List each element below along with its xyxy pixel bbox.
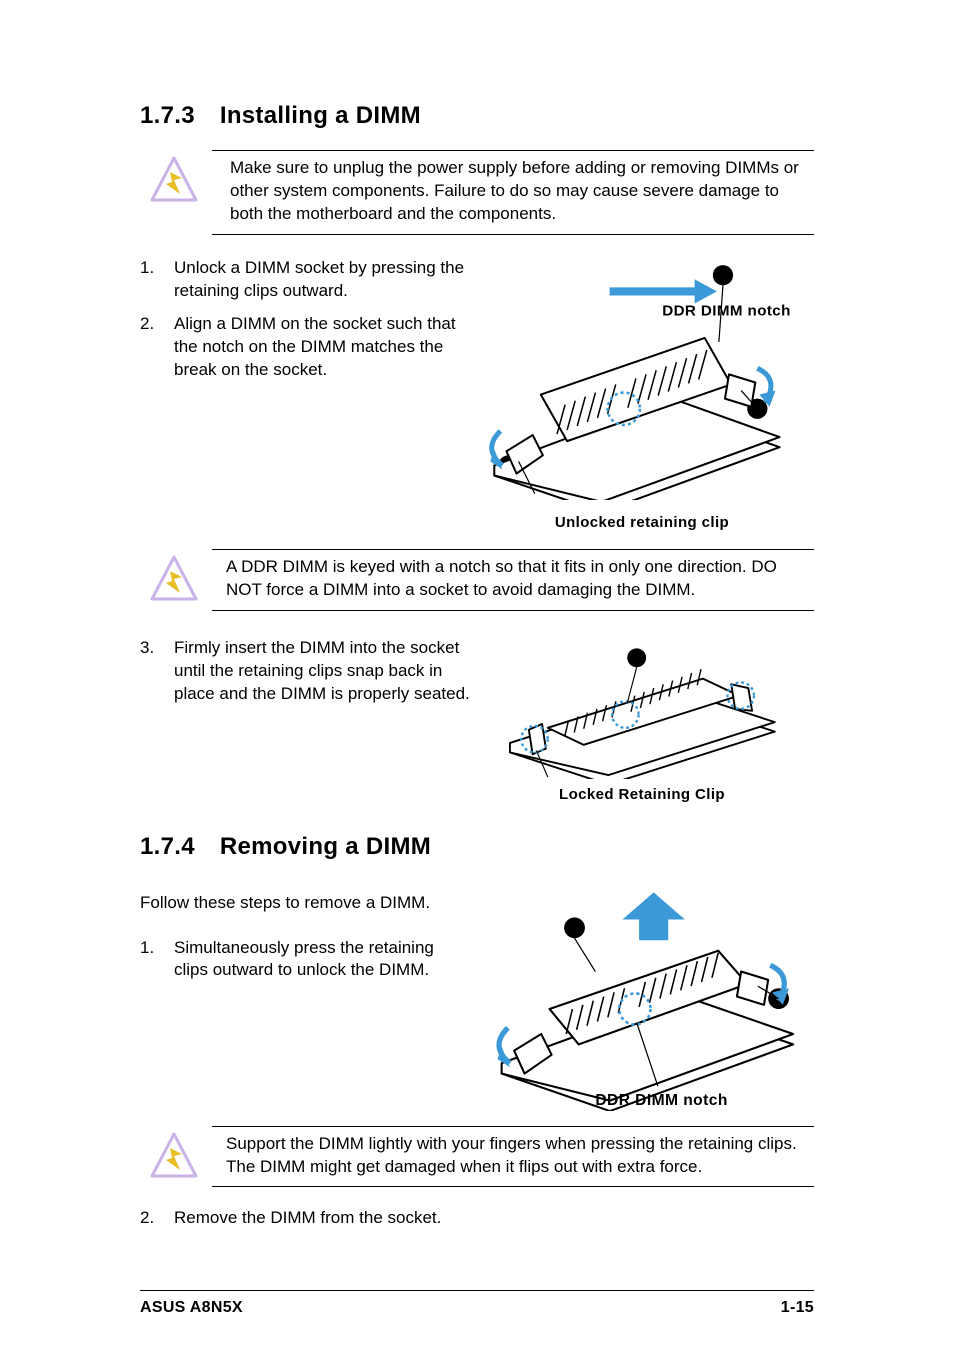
remove-step-1: 1.Simultaneously press the retaining cli… — [140, 937, 460, 983]
figure-caption-unlocked: Unlocked retaining clip — [470, 513, 814, 533]
warning-icon — [150, 555, 198, 601]
heading-num: 1.7.3 — [140, 102, 195, 129]
warning-icon — [150, 156, 198, 202]
svg-text:DDR DIMM notch: DDR DIMM notch — [595, 1091, 727, 1108]
figure-locked-socket — [491, 637, 794, 779]
figure-remove-dimm: DDR DIMM notch — [460, 882, 814, 1111]
footer-right: 1-15 — [781, 1297, 814, 1319]
callout-text: Support the DIMM lightly with your finge… — [212, 1126, 814, 1188]
install-steps-block: 1.Unlock a DIMM socket by pressing the r… — [140, 257, 814, 533]
warning-icon — [150, 1132, 198, 1178]
remove-intro: Follow these steps to remove a DIMM. — [140, 892, 460, 915]
callout-text: A DDR DIMM is keyed with a notch so that… — [212, 549, 814, 611]
heading-num: 1.7.4 — [140, 833, 195, 860]
remove-step-2: 2.Remove the DIMM from the socket. — [140, 1207, 814, 1230]
page-footer: ASUS A8N5X 1-15 — [140, 1290, 814, 1319]
callout-warning-2: A DDR DIMM is keyed with a notch so that… — [140, 549, 814, 611]
heading-title: Installing a DIMM — [220, 102, 421, 129]
heading-remove: 1.7.4 Removing a DIMM — [140, 831, 814, 863]
step-1: 1.Unlock a DIMM socket by pressing the r… — [140, 257, 470, 303]
svg-text:DDR DIMM notch: DDR DIMM notch — [662, 303, 791, 320]
step-3: 3.Firmly insert the DIMM into the socket… — [140, 637, 470, 706]
heading-install: 1.7.3 Installing a DIMM — [140, 100, 814, 132]
step-2: 2.Align a DIMM on the socket such that t… — [140, 313, 470, 382]
install-step3-block: 3.Firmly insert the DIMM into the socket… — [140, 637, 814, 805]
heading-title: Removing a DIMM — [220, 833, 431, 860]
footer-left: ASUS A8N5X — [140, 1297, 243, 1319]
figure-unlocked-socket: DDR DIMM notch — [470, 257, 814, 500]
figure-caption-locked: Locked Retaining Clip — [470, 785, 814, 805]
callout-warning-3: Support the DIMM lightly with your finge… — [140, 1126, 814, 1188]
callout-text: Make sure to unplug the power supply bef… — [212, 150, 814, 235]
callout-warning-1: Make sure to unplug the power supply bef… — [140, 150, 814, 235]
